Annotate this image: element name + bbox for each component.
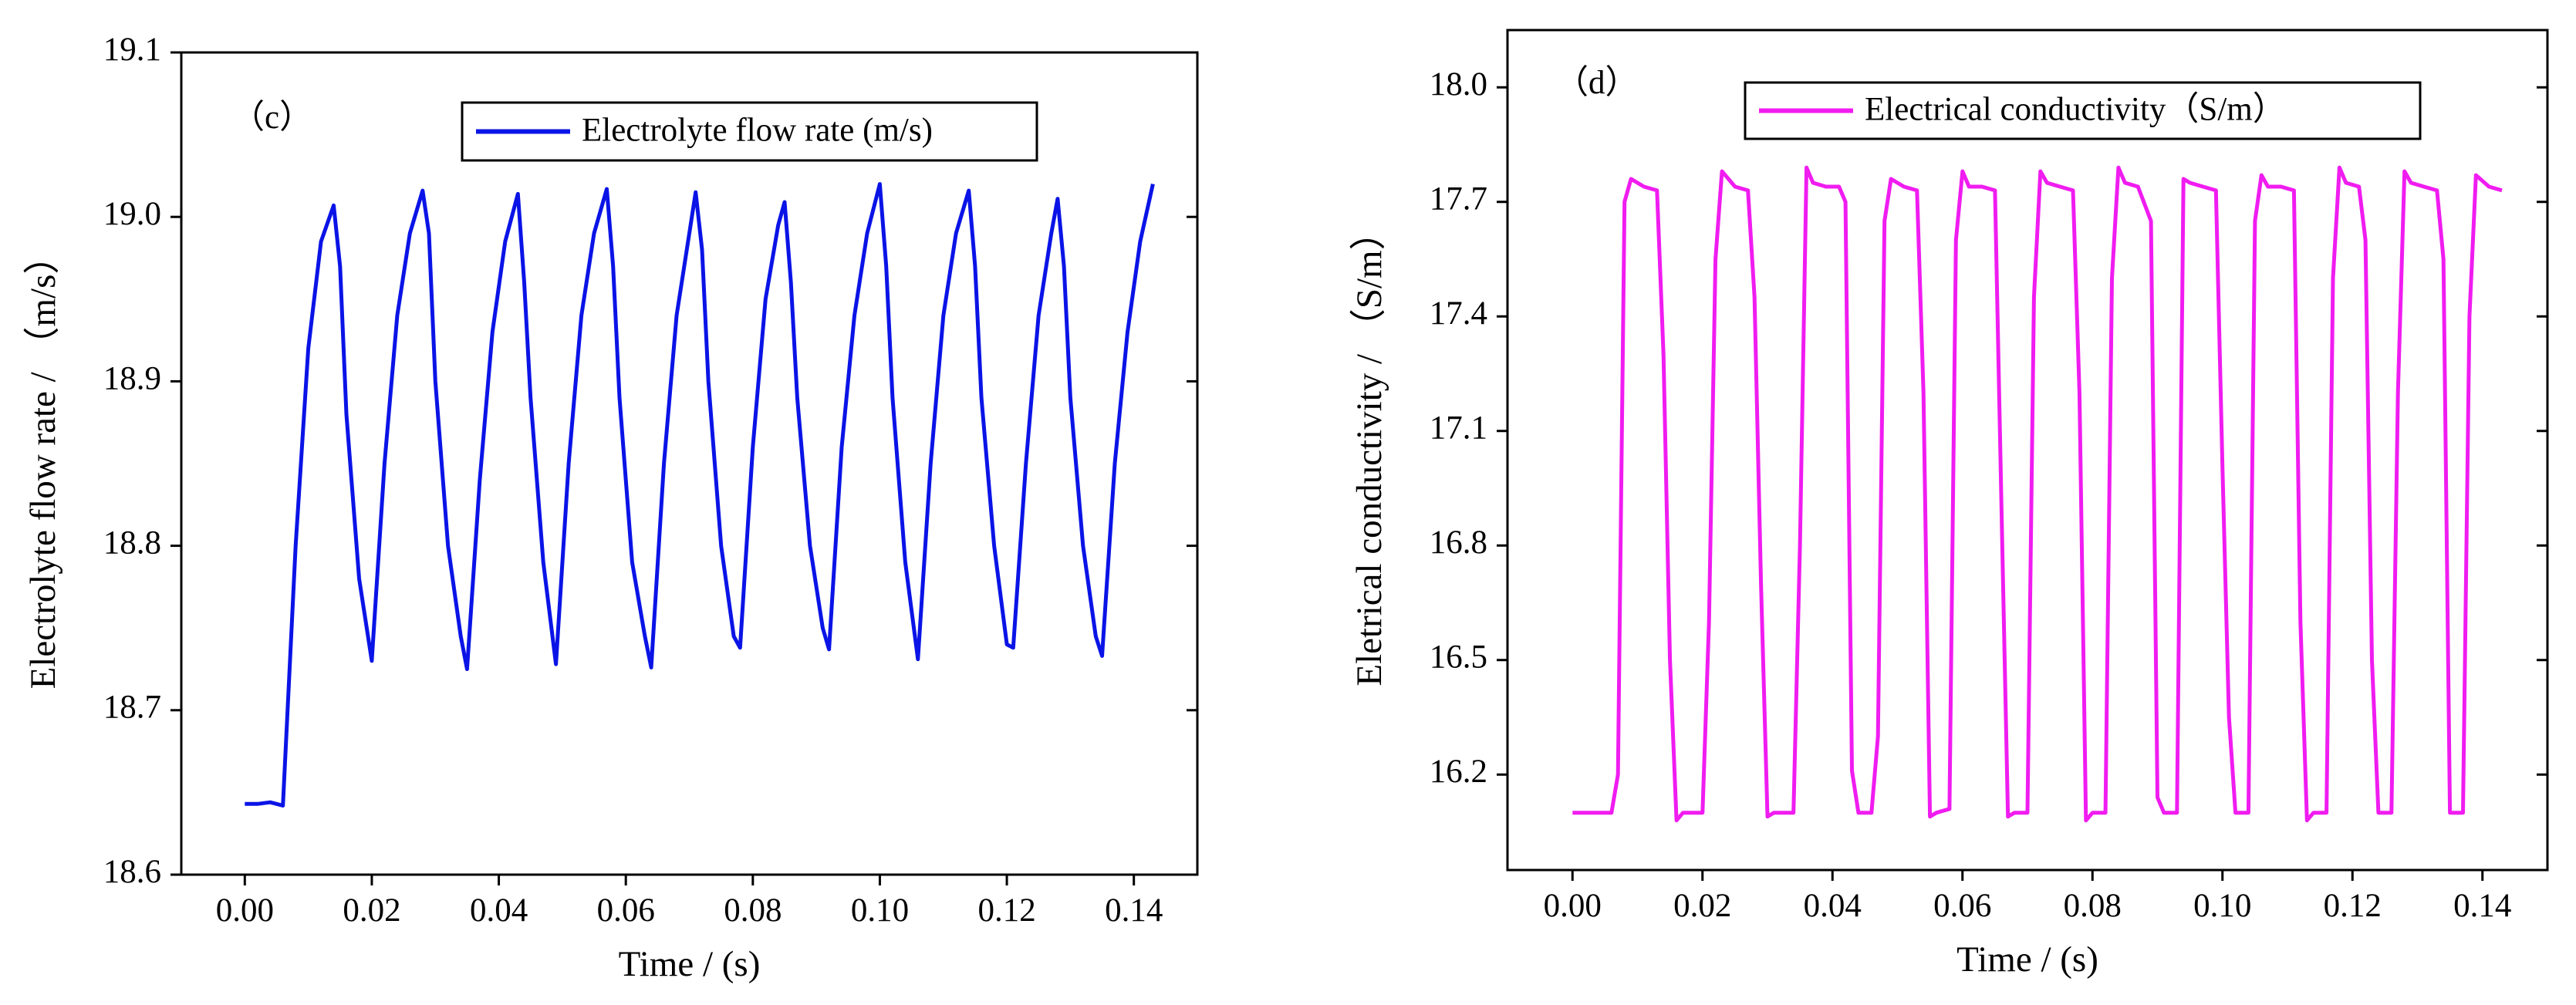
y-tick-label: 16.8 xyxy=(1430,524,1487,561)
x-tick-label: 0.12 xyxy=(977,892,1035,929)
plot-frame xyxy=(1506,29,2549,872)
y-tick-label: 16.2 xyxy=(1430,754,1487,790)
x-tick-label: 0.10 xyxy=(851,892,909,929)
y-tick-label: 17.4 xyxy=(1430,295,1487,332)
x-axis-label: Time / (s) xyxy=(1956,939,2098,980)
x-tick-label: 0.14 xyxy=(2453,888,2511,924)
y-tick-label: 19.1 xyxy=(103,32,161,68)
x-tick-label: 0.04 xyxy=(1804,888,1862,924)
y-tick-label: 18.8 xyxy=(103,524,161,561)
y-tick-label: 17.7 xyxy=(1430,181,1487,218)
y-tick-label: 18.9 xyxy=(103,360,161,396)
x-axis-label: Time / (s) xyxy=(619,944,761,984)
plot-frame xyxy=(180,51,1199,876)
legend-label: Electrolyte flow rate (m/s) xyxy=(582,112,933,148)
legend-label: Electrical conductivity（S/m） xyxy=(1865,91,2286,127)
x-tick-label: 0.02 xyxy=(1673,888,1731,924)
data-line xyxy=(245,182,1155,808)
x-tick-label: 0.04 xyxy=(470,892,528,929)
y-tick-label: 18.7 xyxy=(103,690,161,726)
y-tick-label: 18.6 xyxy=(103,854,161,890)
x-tick-label: 0.12 xyxy=(2324,888,2382,924)
x-tick-label: 0.06 xyxy=(1933,888,1991,924)
panel-label: （d） xyxy=(1555,65,1639,101)
x-tick-label: 0.06 xyxy=(597,892,655,929)
panel-label: （c） xyxy=(231,99,312,136)
legend-box xyxy=(1744,81,2422,140)
x-tick-label: 0.02 xyxy=(343,892,400,929)
y-tick-label: 19.0 xyxy=(103,196,161,232)
data-line xyxy=(1572,165,2503,823)
y-axis-label: Electrolyte flow rate / （m/s） xyxy=(23,238,63,690)
x-tick-label: 0.00 xyxy=(216,892,274,929)
y-tick-label: 18.0 xyxy=(1430,66,1487,103)
x-tick-label: 0.10 xyxy=(2193,888,2251,924)
y-tick-label: 17.1 xyxy=(1430,410,1487,447)
x-tick-label: 0.08 xyxy=(724,892,782,929)
x-tick-label: 0.00 xyxy=(1544,888,1602,924)
y-axis-label: Eletrical conductivity / （S/m） xyxy=(1349,214,1389,686)
y-tick-label: 16.5 xyxy=(1430,639,1487,676)
x-tick-label: 0.08 xyxy=(2064,888,2122,924)
x-tick-label: 0.14 xyxy=(1105,892,1163,929)
